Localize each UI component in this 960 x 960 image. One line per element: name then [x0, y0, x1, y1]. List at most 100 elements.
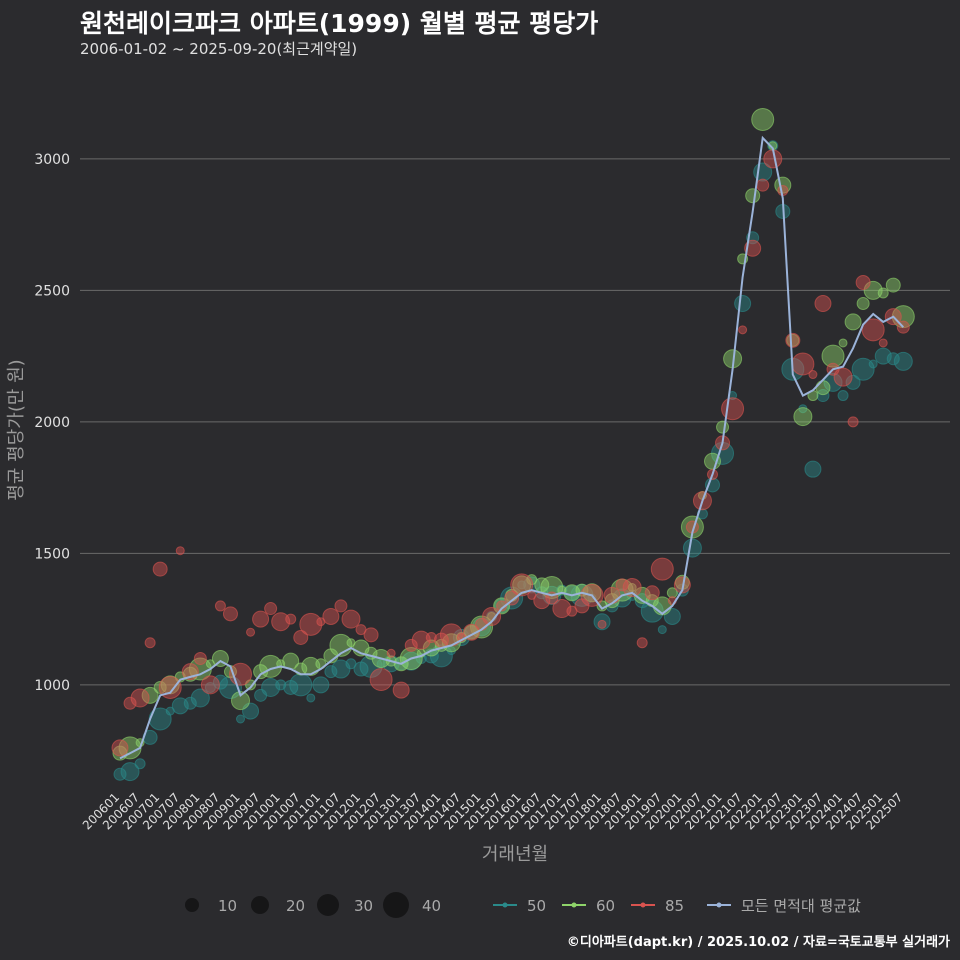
- scatter-points: [111, 107, 915, 782]
- point-85: [193, 652, 207, 666]
- point-85: [847, 416, 859, 428]
- point-85: [552, 599, 572, 619]
- point-85: [756, 178, 770, 192]
- legend-dot: [716, 902, 722, 908]
- point-60: [793, 407, 813, 427]
- point-50: [823, 372, 843, 392]
- y-axis-label: 평균 평당가(만 원): [6, 359, 27, 500]
- average-line: [119, 135, 905, 760]
- point-85: [878, 338, 888, 348]
- point-50: [804, 460, 822, 478]
- point-85: [386, 648, 396, 658]
- point-85: [322, 607, 340, 625]
- y-tick-label: 2500: [34, 283, 70, 299]
- point-85: [404, 638, 418, 652]
- point-60: [627, 583, 637, 593]
- point-60: [745, 188, 761, 204]
- point-85: [425, 631, 437, 643]
- point-60: [815, 380, 831, 396]
- x-axis: 2006012006072007012007072008012008072009…: [80, 790, 906, 832]
- point-85: [392, 681, 410, 699]
- point-50: [734, 295, 752, 313]
- point-85: [285, 613, 297, 625]
- point-50: [306, 693, 316, 703]
- legend-label-60: 60: [596, 897, 615, 915]
- point-85: [214, 600, 226, 612]
- point-60: [863, 280, 883, 300]
- legend-label-모든 면적대 평균값: 모든 면적대 평균값: [741, 897, 861, 915]
- point-85: [334, 599, 348, 613]
- point-85: [636, 637, 648, 649]
- point-50: [312, 676, 330, 694]
- point-85: [222, 606, 238, 622]
- legend: 10 20 30 40 50 60 85 모든 면적대 평균값: [185, 892, 861, 918]
- point-50: [236, 714, 246, 724]
- point-85: [411, 630, 431, 650]
- legend-size-label: 40: [422, 897, 441, 915]
- y-tick-label: 1500: [34, 546, 70, 562]
- legend-dot: [571, 902, 577, 908]
- point-50: [851, 357, 875, 381]
- point-85: [644, 585, 660, 601]
- source-footer: ©디아파트(dapt.kr) / 2025.10.02 / 자료=국토교통부 실…: [566, 935, 950, 950]
- point-85: [785, 332, 801, 348]
- point-60: [821, 344, 845, 368]
- point-60: [751, 107, 775, 131]
- legend-size-marker: [317, 894, 339, 916]
- point-85: [293, 629, 309, 645]
- point-85: [369, 668, 393, 692]
- point-60: [231, 691, 251, 711]
- point-85: [622, 578, 642, 598]
- point-50: [893, 351, 913, 371]
- point-50: [190, 688, 210, 708]
- legend-dot: [502, 902, 508, 908]
- point-85: [158, 675, 182, 699]
- average-line-path: [119, 135, 905, 760]
- point-85: [833, 367, 853, 387]
- point-50: [134, 758, 146, 770]
- point-85: [175, 546, 185, 556]
- point-85: [152, 561, 168, 577]
- point-85: [597, 619, 607, 629]
- point-50: [682, 538, 702, 558]
- point-60: [885, 277, 901, 293]
- chart-title: 원천레이크파크 아파트(1999) 월별 평균 평당가: [80, 9, 599, 38]
- point-85: [814, 295, 832, 313]
- point-85: [650, 557, 674, 581]
- legend-size-marker: [383, 892, 409, 918]
- point-60: [838, 338, 848, 348]
- legend-label-50: 50: [527, 897, 546, 915]
- y-axis: 1000 1500 2000 2500 3000: [34, 152, 70, 694]
- point-60: [666, 587, 678, 599]
- point-85: [123, 696, 137, 710]
- point-50: [868, 359, 878, 369]
- legend-dot: [640, 902, 646, 908]
- chart-subtitle: 2006-01-02 ~ 2025-09-20(최근계약일): [80, 40, 358, 58]
- point-60: [160, 675, 180, 695]
- point-85: [264, 602, 278, 616]
- point-85: [252, 610, 270, 628]
- point-85: [130, 688, 150, 708]
- point-50: [261, 677, 281, 697]
- legend-label-85: 85: [665, 897, 684, 915]
- legend-size-label: 10: [218, 897, 237, 915]
- point-85: [808, 370, 818, 380]
- point-85: [504, 590, 520, 606]
- point-85: [855, 274, 871, 290]
- grid-lines: [80, 158, 950, 686]
- point-50: [289, 673, 313, 697]
- point-50: [275, 679, 287, 691]
- point-50: [845, 374, 861, 390]
- point-85: [111, 739, 129, 757]
- legend-size-marker: [185, 898, 199, 912]
- point-85: [363, 627, 379, 643]
- legend-size-label: 20: [286, 897, 305, 915]
- point-85: [200, 675, 220, 695]
- legend-size-marker: [251, 896, 269, 914]
- point-85: [721, 397, 745, 421]
- legend-size-label: 30: [354, 897, 373, 915]
- point-85: [246, 627, 256, 637]
- y-tick-label: 1000: [34, 678, 70, 694]
- point-85: [341, 609, 361, 629]
